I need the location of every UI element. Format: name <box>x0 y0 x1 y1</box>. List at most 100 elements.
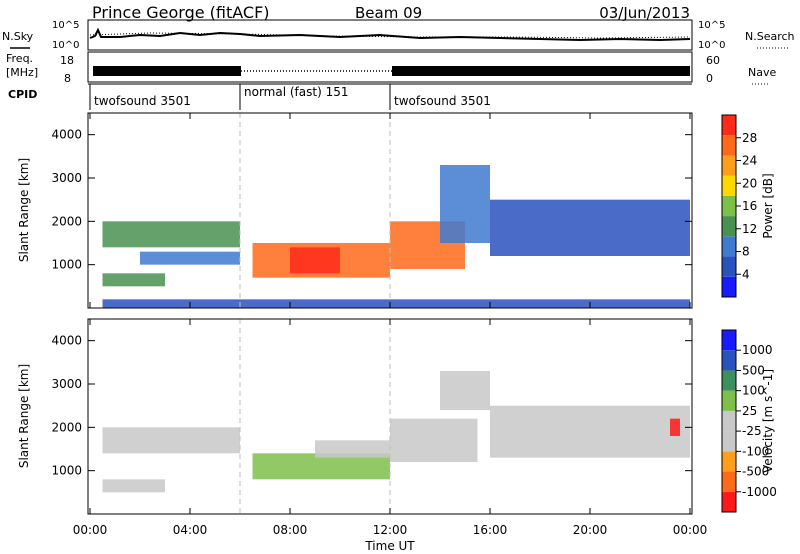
y-tick-label: 2000 <box>51 420 82 434</box>
velocity-y-ticks: 1000 2000 3000 4000 <box>51 334 692 478</box>
noise-panel-frame <box>87 19 693 51</box>
echo-region <box>440 371 490 410</box>
freq-label-line2: [MHz] <box>6 66 38 79</box>
beam-label: Beam 09 <box>355 4 422 22</box>
cpid-label: CPID <box>8 88 37 101</box>
station-title: Prince George (fitACF) <box>92 3 270 22</box>
cpid-segment-2: normal (fast) 151 <box>244 85 348 99</box>
velocity-y-axis-label: Slant Range [km] <box>17 364 31 468</box>
x-tick-label: 16:00 <box>473 523 508 537</box>
x-tick-label: 20:00 <box>573 523 608 537</box>
freq-block-seg3 <box>392 66 690 76</box>
freq-label-line1: Freq. <box>6 52 33 65</box>
echo-region <box>140 251 240 265</box>
velocity-colorbar-frame <box>721 329 737 513</box>
x-tick-label: 12:00 <box>373 523 408 537</box>
colorbar-tick-label: 8 <box>742 245 750 259</box>
power-colorbar: 4 8 12 16 20 24 28 Power [dB] <box>721 114 775 298</box>
echo-region <box>102 427 240 454</box>
colorbar-cell <box>722 410 736 432</box>
colorbar-cell <box>722 236 736 257</box>
colorbar-cell <box>722 276 736 297</box>
colorbar-cell <box>722 491 736 512</box>
colorbar-tick-label: 28 <box>742 131 757 145</box>
colorbar-tick-label: 1000 <box>742 343 773 357</box>
cpid-segment-1: twofsound 3501 <box>94 94 191 108</box>
noise-right-tick-bottom: 10^0 <box>698 40 725 51</box>
colorbar-cell <box>722 115 736 136</box>
colorbar-cell <box>722 175 736 196</box>
echo-region <box>315 440 390 458</box>
freq-panel-frame <box>87 51 693 83</box>
velocity-echo-cells <box>102 371 690 493</box>
echo-region <box>102 273 165 287</box>
x-axis-ticks: 00:00 04:00 08:00 12:00 16:00 20:00 00:00 <box>73 113 708 537</box>
echo-region <box>290 247 340 274</box>
colorbar-tick-label: -1000 <box>742 485 777 499</box>
echo-region <box>670 418 680 436</box>
colorbar-tick-label: 25 <box>742 404 757 418</box>
cpid-segment-3: twofsound 3501 <box>394 94 491 108</box>
colorbar-cell <box>722 195 736 217</box>
power-y-axis-label: Slant Range [km] <box>17 158 31 262</box>
noise-sky-trace <box>89 27 691 42</box>
nave-label: Nave <box>748 66 776 79</box>
y-tick-label: 3000 <box>51 377 82 391</box>
colorbar-cell <box>722 330 736 351</box>
power-colorbar-cells <box>722 115 736 297</box>
colorbar-tick-label: 4 <box>742 267 750 281</box>
x-tick-label: 00:00 <box>73 523 108 537</box>
power-colorbar-ticks: 4 8 12 16 20 24 28 <box>736 131 757 281</box>
noise-right-tick-top: 10^5 <box>698 20 725 31</box>
colorbar-tick-label: 16 <box>742 199 757 213</box>
x-tick-label: 04:00 <box>173 523 208 537</box>
power-colorbar-label: Power [dB] <box>761 173 775 238</box>
echo-region <box>490 405 690 458</box>
y-tick-label: 1000 <box>51 464 82 478</box>
colorbar-cell <box>722 350 736 371</box>
y-tick-label: 3000 <box>51 171 82 185</box>
noise-search-trace <box>89 32 691 39</box>
velocity-colorbar-ticks: -1000 -500 -100 -25 25 100 500 1000 <box>736 343 777 499</box>
power-panel: 1000 2000 3000 4000 Slant Range [km] <box>17 112 693 309</box>
y-tick-label: 4000 <box>51 128 82 142</box>
echo-region <box>440 165 490 243</box>
noise-search-label: N.Search <box>745 30 795 43</box>
power-echo-cells <box>102 165 690 308</box>
colorbar-cell <box>722 135 736 156</box>
colorbar-cell <box>722 256 736 277</box>
colorbar-cell <box>722 471 736 492</box>
velocity-colorbar: -1000 -500 -100 -25 25 100 500 1000 Velocity [m… <box>721 329 777 513</box>
freq-left-tick-top: 18 <box>60 54 74 67</box>
x-tick-label: 08:00 <box>273 523 308 537</box>
freq-right-tick-top: 60 <box>706 54 720 67</box>
colorbar-tick-label: 500 <box>742 363 765 377</box>
velocity-colorbar-cells <box>722 330 736 512</box>
y-tick-label: 4000 <box>51 334 82 348</box>
cpid-strip: CPID twofsound 3501 normal (fast) 151 tw… <box>8 83 692 110</box>
colorbar-cell <box>722 431 736 452</box>
y-tick-label: 1000 <box>51 258 82 272</box>
power-y-ticks: 1000 2000 3000 4000 <box>51 128 692 272</box>
freq-panel: Freq. [MHz] 18 8 60 0 Nave <box>6 51 776 85</box>
date-label: 03/Jun/2013 <box>599 4 690 22</box>
noise-left-tick-bottom: 10^0 <box>52 40 79 51</box>
echo-region <box>390 418 478 462</box>
colorbar-cell <box>722 155 736 176</box>
x-axis-label: Time UT <box>364 539 415 553</box>
echo-region <box>102 299 690 308</box>
echo-region <box>490 199 690 256</box>
velocity-panel: 1000 2000 3000 4000 Slant Range [km] <box>17 318 693 515</box>
x-tick-label: 00:00 <box>673 523 708 537</box>
noise-panel: N.Sky 10^5 10^0 10^5 10^0 N.Search <box>2 19 795 51</box>
freq-block-seg1 <box>93 66 241 76</box>
colorbar-cell <box>722 370 736 391</box>
freq-left-tick-bottom: 8 <box>64 72 71 85</box>
colorbar-cell <box>722 451 736 472</box>
echo-region <box>102 221 240 248</box>
colorbar-tick-label: 12 <box>742 222 757 236</box>
freq-right-tick-bottom: 0 <box>706 72 713 85</box>
colorbar-tick-label: -500 <box>742 465 769 479</box>
colorbar-tick-label: 100 <box>742 384 765 398</box>
